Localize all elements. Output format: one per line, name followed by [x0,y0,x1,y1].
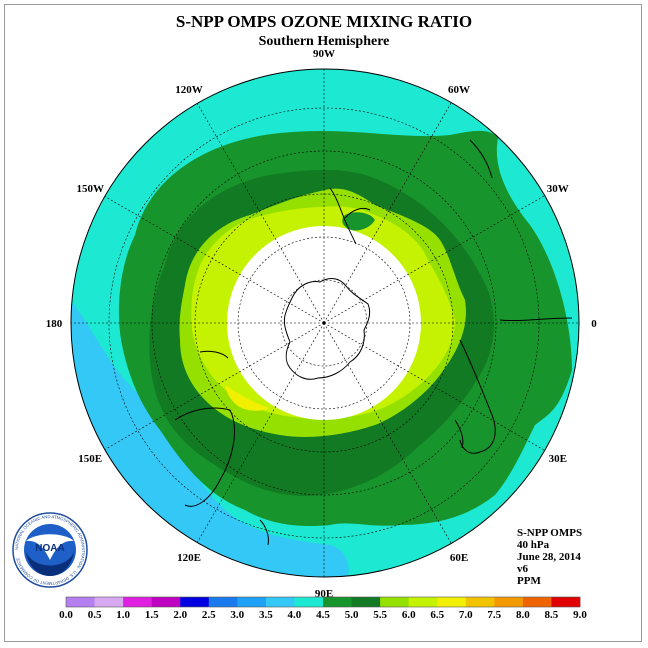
longitude-label: 30E [549,453,567,465]
colorbar-tick-label: 0.0 [59,609,73,621]
colorbar-swatch [123,597,153,607]
version-label: v6 [517,563,529,575]
noaa-logo: NOAA NATIONAL OCEANIC AND ATMOSPHERIC AD… [12,512,88,588]
colorbar-tick-label: 2.5 [202,609,216,621]
colorbar-tick-label: 4.0 [288,609,302,621]
colorbar-swatch [408,597,438,607]
colorbar-tick-label: 5.0 [345,609,359,621]
longitude-label: 150E [78,453,102,465]
colorbar-tick-label: 9.0 [573,609,587,621]
colorbar-swatch [66,597,95,607]
colorbar-swatch [465,597,495,607]
noaa-logo-lower-disc [26,552,74,576]
longitude-label: 30W [547,183,569,195]
band-4-0-to-4-5-patch [342,212,375,231]
graticule [71,69,578,577]
colorbar-tick-label: 8.5 [545,609,559,621]
map-title: S-NPP OMPS OZONE MIXING RATIO [176,12,472,31]
instrument-label: S-NPP OMPS [517,527,582,539]
colorbar-swatch [551,597,581,607]
colorbar-swatch [323,597,352,607]
colorbar-tick-label: 2.0 [173,609,187,621]
longitude-label: 150W [76,183,104,195]
colorbar-swatch [237,597,267,607]
date-label: June 28, 2014 [517,551,581,563]
figure-frame [4,4,642,642]
colorbar-tick-label: 1.5 [145,609,159,621]
colorbar-swatch [437,597,467,607]
colorbar-swatch [94,597,124,607]
colorbar-tick-label: 6.0 [402,609,416,621]
colorbar-swatch [151,597,181,607]
polar-map [71,69,579,577]
colorbar-swatch [494,597,524,607]
colorbar-swatch [351,597,381,607]
pressure-level-label: 40 hPa [517,539,550,551]
map-border [70,68,580,578]
colorbar-tick-label: 3.0 [230,609,244,621]
colorbar-border [65,596,581,608]
colorbar-swatch [208,597,238,607]
colorbar-tick-label: 0.5 [88,609,102,621]
colorbar-swatch [180,597,210,607]
colorbar-tick-label: 7.0 [459,609,473,621]
colorbar-tick-label: 8.0 [516,609,530,621]
longitude-label: 90W [313,48,335,60]
colorbar: 0.0 0.5 1.0 1.5 2.0 2.5 3.0 3.5 4.0 4.5 5.0 5.5 6.0 6… [59,596,587,621]
colorbar-swatch [265,597,295,607]
info-block: S-NPP OMPS 40 hPa June 28, 2014 v6 PPM [517,527,582,587]
colorbar-tick-label: 1.0 [116,609,130,621]
colorbar-swatch [294,597,324,607]
noaa-logo-text: NOAA [35,543,64,554]
colorbar-tick-label: 3.5 [259,609,273,621]
colorbar-tick-label: 6.5 [430,609,444,621]
noaa-gull-icon [26,534,74,560]
colorbar-swatch [380,597,410,607]
south-pole-marker [322,321,326,325]
colorbar-tick-label: 7.5 [487,609,501,621]
longitude-label: 60E [450,552,468,564]
longitude-label: 120W [175,84,203,96]
longitude-label: 120E [177,552,201,564]
colorbar-tick-label: 4.5 [316,609,330,621]
units-label: PPM [517,575,541,587]
longitude-label: 180 [46,318,63,330]
longitude-label: 0 [591,318,597,330]
colorbar-swatch [522,597,552,607]
band-6-0-to-6-5 [225,385,270,411]
longitude-label: 60W [448,84,470,96]
colorbar-tick-label: 5.5 [373,609,387,621]
coastlines [174,139,573,546]
map-subtitle: Southern Hemisphere [259,34,390,49]
